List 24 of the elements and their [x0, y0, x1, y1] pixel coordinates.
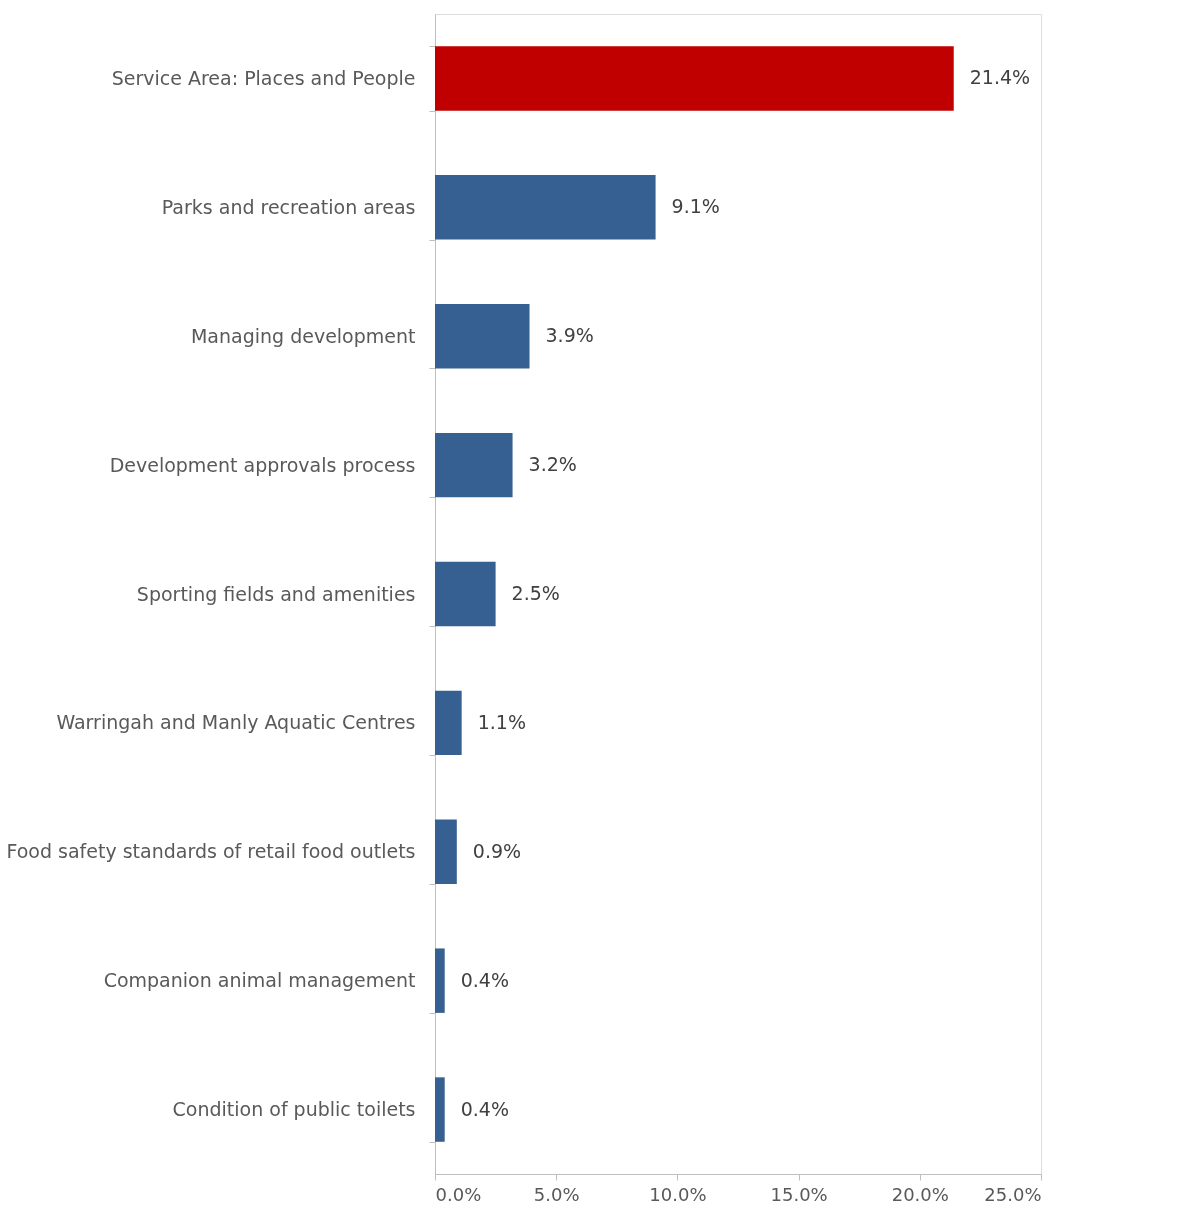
- x-tick-label: 0.0%: [435, 1183, 482, 1205]
- data-label: 9.1%: [671, 195, 720, 218]
- data-label: 0.9%: [472, 839, 522, 862]
- data-label: 0.4%: [460, 1097, 509, 1120]
- data-label: 2.5%: [511, 582, 560, 604]
- x-tick-label: 15.0%: [770, 1183, 828, 1205]
- y-tick-label: Food safety standards of retail food outlets: [6, 840, 416, 863]
- data-label: 3.9%: [545, 324, 594, 347]
- data-label: 3.2%: [528, 453, 577, 476]
- y-tick-label: Sporting fields and amenities: [136, 582, 416, 605]
- x-tick-label: 10.0%: [649, 1183, 707, 1205]
- y-tick-label: Warringah and Manly Aquatic Centres: [56, 711, 416, 734]
- y-tick-label: Parks and recreation areas: [161, 195, 416, 218]
- y-tick-label: Development approvals process: [109, 453, 416, 476]
- y-tick-label: Service Area: Places and People: [111, 66, 416, 89]
- y-tick-label: Managing development: [190, 324, 416, 347]
- y-tick-label: Companion animal management: [103, 969, 416, 992]
- x-tick-label: 25.0%: [984, 1183, 1042, 1205]
- data-label: 1.1%: [477, 710, 526, 733]
- data-label: 21.4%: [969, 66, 1031, 89]
- x-tick-label: 5.0%: [533, 1183, 580, 1205]
- y-tick-label: Condition of public toilets: [172, 1098, 416, 1121]
- x-tick-label: 20.0%: [891, 1183, 949, 1205]
- data-label: 0.4%: [460, 968, 509, 991]
